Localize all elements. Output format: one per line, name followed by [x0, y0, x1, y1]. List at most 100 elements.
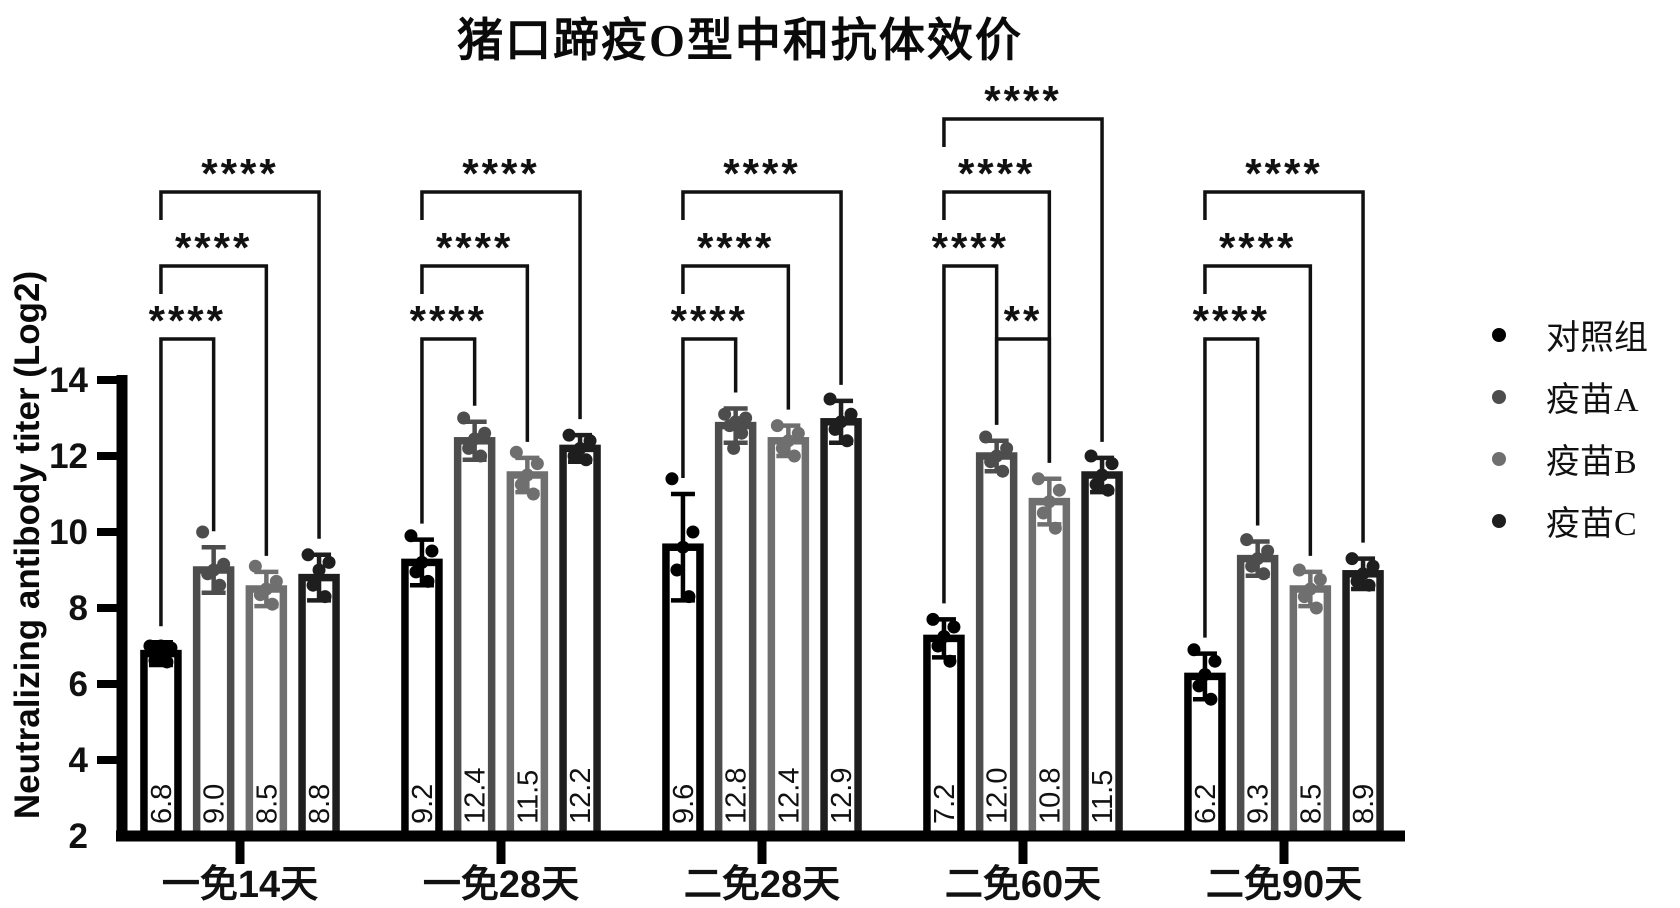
data-point: [943, 654, 957, 668]
data-point: [217, 557, 231, 571]
data-point: [718, 407, 732, 421]
significance-stars: ****: [697, 224, 774, 271]
legend-label: 疫苗A: [1546, 382, 1639, 419]
chart-legend: 对照组 疫苗A 疫苗B 疫苗C: [1492, 314, 1648, 562]
data-point: [248, 559, 262, 573]
significance-bracket: [159, 190, 321, 539]
data-point: [409, 565, 423, 579]
data-point: [723, 419, 737, 433]
data-point: [457, 411, 471, 425]
significance-bracket: [942, 117, 1104, 442]
data-point: [164, 641, 178, 655]
y-tick-label: 12: [49, 437, 88, 476]
bar-value-label: 8.9: [1348, 784, 1380, 824]
data-point: [984, 455, 998, 469]
bar-value-label: 8.5: [1295, 784, 1327, 824]
data-point: [322, 555, 336, 569]
bar-value-label: 12.4: [773, 768, 805, 824]
legend-label: 疫苗C: [1546, 506, 1637, 543]
y-tick-label: 2: [69, 817, 88, 856]
bar-value-label: 12.9: [826, 768, 858, 824]
significance-bracket: [159, 337, 216, 627]
data-point: [1208, 654, 1222, 668]
data-point: [1089, 478, 1103, 491]
x-axis-label: 一免14天: [162, 864, 318, 903]
data-point: [686, 525, 700, 539]
data-point: [425, 544, 439, 558]
y-tick-label: 8: [69, 589, 88, 628]
data-point: [1345, 552, 1359, 566]
legend-dot-icon: [1492, 513, 1506, 528]
significance-stars: ****: [671, 297, 748, 344]
data-point: [844, 407, 858, 421]
data-point: [583, 434, 597, 448]
legend-item-vaccine-b: 疫苗B: [1492, 438, 1648, 481]
data-point: [1292, 563, 1306, 577]
bar-value-label: 9.2: [407, 784, 439, 824]
data-point: [421, 574, 435, 588]
data-point: [739, 411, 753, 425]
significance-bracket: [681, 264, 791, 410]
legend-item-vaccine-a: 疫苗A: [1492, 376, 1648, 419]
significance-bracket: [1203, 264, 1313, 556]
bar-value-label: 12.4: [460, 768, 492, 824]
significance-bracket: [681, 190, 843, 385]
x-axis-label: 二免28天: [684, 864, 840, 903]
y-tick-label: 10: [49, 513, 88, 552]
bar-value-label: 12.2: [565, 768, 597, 824]
data-point: [306, 578, 320, 592]
chart-title: 猪口蹄疫O型中和抗体效价: [457, 15, 1023, 66]
data-point: [462, 441, 476, 455]
bar-value-label: 7.2: [929, 784, 961, 824]
data-point: [567, 449, 581, 463]
bar-value-label: 11.5: [1087, 770, 1119, 824]
data-point: [1084, 449, 1098, 463]
data-point: [676, 540, 690, 554]
data-point: [727, 441, 741, 455]
data-point: [775, 441, 789, 455]
bar-value-label: 9.0: [199, 784, 231, 824]
data-point: [468, 432, 482, 446]
data-point: [1031, 472, 1045, 486]
data-point: [682, 590, 696, 604]
y-tick-label: 14: [49, 361, 88, 400]
data-point: [530, 457, 544, 471]
significance-stars: ****: [410, 297, 487, 344]
data-point: [301, 548, 315, 562]
data-point: [791, 426, 805, 440]
y-axis-label: Neutralizing antibody titer (Log2): [8, 270, 47, 820]
x-axis-label: 二免90天: [1206, 864, 1362, 903]
data-point: [1297, 590, 1311, 604]
data-point: [1036, 506, 1050, 520]
data-point: [1198, 668, 1212, 681]
significance-stars: ****: [958, 150, 1035, 197]
data-point: [1309, 601, 1323, 615]
significance-bracket: [420, 337, 477, 524]
legend-dot-icon: [1492, 389, 1506, 404]
significance-stars: ****: [149, 297, 226, 344]
data-point: [996, 464, 1010, 478]
x-axis-label: 二免60天: [945, 864, 1101, 903]
significance-stars: ****: [175, 224, 252, 271]
significance-bracket: [942, 190, 1052, 463]
data-point: [1313, 573, 1327, 586]
data-point: [670, 563, 684, 577]
data-point: [562, 428, 576, 442]
data-point: [253, 588, 267, 602]
significance-bracket: [942, 264, 999, 604]
data-point: [1052, 483, 1066, 497]
data-point: [947, 620, 961, 634]
y-tick-label: 6: [69, 665, 88, 704]
data-point: [1240, 533, 1254, 547]
bar-g3-s3: [1081, 471, 1123, 840]
significance-bracket: [420, 190, 582, 420]
legend-item-vaccine-c: 疫苗C: [1492, 500, 1648, 543]
data-point: [1192, 679, 1206, 693]
data-point: [478, 426, 492, 440]
data-point: [1101, 483, 1115, 497]
significance-bracket: [420, 264, 530, 442]
bar-value-label: 9.3: [1243, 784, 1275, 824]
data-point: [474, 449, 488, 463]
data-point: [201, 567, 215, 581]
